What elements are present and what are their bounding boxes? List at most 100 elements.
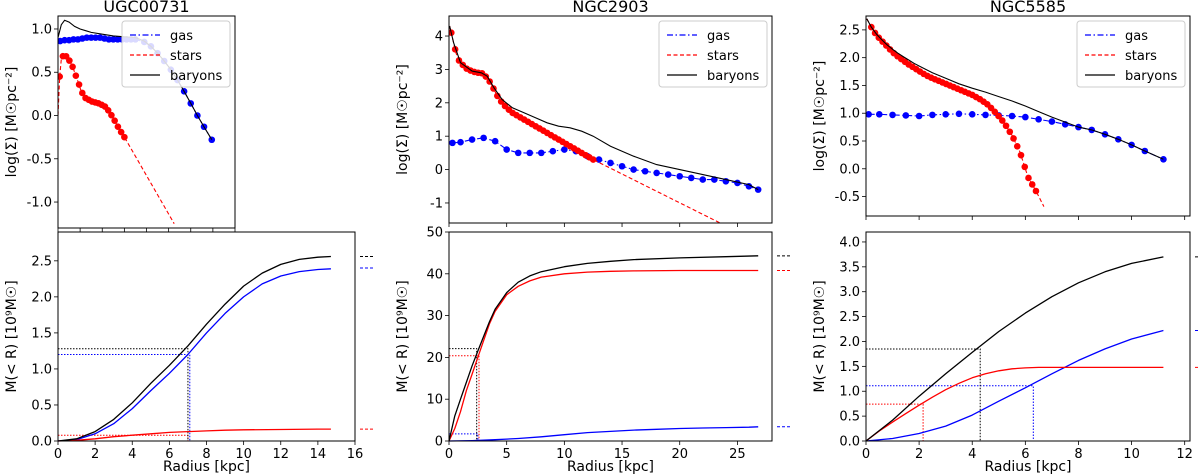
axes-frame (57, 231, 356, 442)
gas-marker (549, 147, 557, 155)
x-axis-label: Radius [kpc] (163, 459, 250, 475)
x-axis-label: Radius [kpc] (984, 459, 1071, 475)
stars-mass-curve (865, 366, 1164, 442)
enclosed-mass-panel: 0 10 20 30 40 50 0 5 10 15 20 25 M(< R) [10⁹M☉] Radiu… (395, 226, 790, 475)
gas-marker (449, 139, 456, 147)
enclosed-mass-panel: 0.0 0.5 1.0 1.5 2.0 2.5 0 2 4 6 8 10 12 14 16 M(< R) [1… (4, 231, 373, 475)
gas-marker (982, 111, 989, 119)
x-tick-label: 0 (862, 447, 870, 462)
y-axis-label: log(Σ) [M☉pc⁻²] (812, 61, 828, 172)
y-tick-label: 0 (435, 163, 443, 178)
gas-marker (875, 111, 883, 118)
plot-area (449, 25, 762, 223)
gas-marker (929, 111, 936, 119)
gas-marker (208, 136, 216, 144)
y-tick-label: 0.0 (839, 435, 860, 450)
stars-marker (1017, 151, 1025, 159)
y-tick-label: 1.0 (839, 107, 860, 122)
y-tick-label: 0.0 (839, 162, 860, 177)
x-tick-label: 15 (614, 447, 631, 462)
y-tick-label: 1.0 (31, 22, 52, 37)
surface-density-panel: -0.5 0.0 0.5 1.0 1.5 2.0 2.5 log(Σ) [M☉pc⁻²] gas… (812, 15, 1191, 220)
y-tick-label: 2 (435, 96, 443, 111)
x-tick-label: 4 (128, 447, 136, 462)
x-tick-label: 10 (556, 447, 573, 462)
gas-marker (457, 138, 464, 146)
y-tick-label: 3 (435, 63, 443, 78)
x-tick-label: 8 (1074, 447, 1082, 462)
stars-marker (1002, 122, 1010, 130)
gas-mass-curve (865, 329, 1164, 442)
chart-ugc00731: UGC00731 -1.0 -0.5 0.0 0.5 1.0 log(Σ) [M☉pc⁻²]… (4, 0, 373, 475)
y-tick-label: 0 (435, 435, 443, 450)
y-tick-label: 10 (426, 393, 443, 408)
chart-title: NGC2903 (572, 0, 648, 16)
y-tick-label: -0.5 (835, 190, 860, 205)
baryons-mass-curve (448, 255, 759, 442)
gas-marker (942, 111, 949, 118)
stars-marker (111, 117, 118, 124)
stars-marker (121, 133, 128, 141)
baryons-line (866, 18, 1164, 160)
stars-mass-curve (57, 428, 331, 442)
x-tick-label: 4 (968, 447, 976, 462)
gas-marker (641, 167, 649, 175)
y-tick-label: 0.5 (31, 66, 52, 81)
baryons-half-mass-marker (866, 348, 981, 441)
legend: gas stars baryons (1076, 20, 1186, 88)
y-tick-label: 20 (426, 351, 443, 366)
gas-marker (630, 166, 637, 173)
gas-half-mass-marker (449, 433, 479, 441)
x-tick-label: 12 (1176, 447, 1193, 462)
stars-marker (998, 117, 1006, 124)
baryons-mass-curve (865, 256, 1164, 442)
stars-half-mass-marker (866, 403, 924, 441)
stars-marker (72, 72, 80, 79)
y-tick-label: 3.0 (839, 285, 860, 300)
gas-marker (491, 137, 499, 145)
gas-marker (1160, 156, 1167, 163)
legend-label-stars: stars (1125, 49, 1157, 64)
y-tick-label: 2.0 (31, 290, 52, 305)
chart-title: UGC00731 (103, 0, 189, 16)
y-axis-label: log(Σ) [M☉pc⁻²] (4, 67, 20, 178)
legend-label-gas: gas (1125, 29, 1148, 44)
stars-marker (117, 128, 125, 136)
gas-marker (1008, 112, 1016, 120)
chart-ngc2903: NGC2903 -1 0 1 2 3 4 log(Σ) [M☉pc⁻²] gas stars bar… (395, 0, 790, 475)
gas-marker (618, 162, 626, 170)
x-axis-label: Radius [kpc] (567, 459, 654, 475)
y-tick-label: 1.0 (31, 362, 52, 377)
x-tick-label: 0 (54, 447, 62, 462)
x-tick-label: 2 (91, 447, 99, 462)
legend-label-baryons: baryons (1125, 69, 1177, 84)
gas-marker (537, 149, 545, 157)
y-tick-label: 2.5 (839, 310, 860, 325)
x-tick-label: 6 (165, 447, 173, 462)
y-tick-label: 2.0 (839, 335, 860, 350)
gas-marker (664, 171, 672, 178)
gas-marker (889, 111, 896, 119)
y-tick-label: 1.5 (839, 360, 860, 375)
stars-marker (991, 108, 999, 116)
y-tick-label: 2.5 (839, 23, 860, 38)
x-tick-label: 20 (671, 447, 688, 462)
stars-marker (114, 123, 122, 131)
stars-marker (1006, 128, 1014, 136)
gas-marker (653, 169, 660, 177)
legend-label-baryons: baryons (707, 69, 759, 84)
plot-area (866, 18, 1167, 207)
stars-marker (1010, 135, 1017, 142)
gas-marker (526, 149, 534, 157)
y-tick-label: 1 (435, 130, 443, 145)
legend: gas stars baryons (121, 20, 231, 88)
stars-marker (1028, 181, 1036, 188)
y-tick-label: 0.5 (839, 410, 860, 425)
stars-half-mass-marker (449, 355, 480, 441)
baryons-half-mass-marker (58, 348, 189, 441)
y-tick-label: 0.0 (31, 435, 52, 450)
baryons-line (449, 25, 759, 191)
gas-marker (468, 136, 476, 143)
axes-frame (448, 231, 773, 442)
x-tick-label: 10 (1123, 447, 1140, 462)
